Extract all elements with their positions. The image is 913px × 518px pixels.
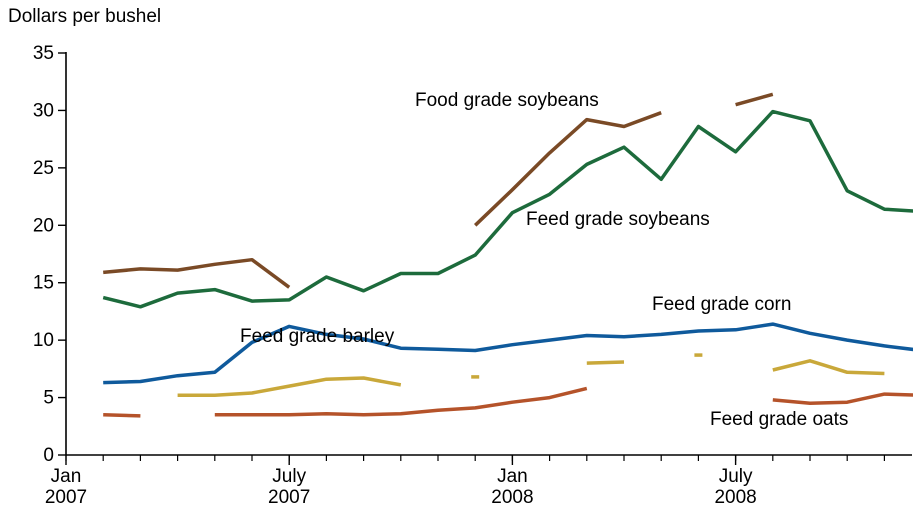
feed-grade-oats-label: Feed grade oats xyxy=(710,409,848,430)
series-labels: Food grade soybeans Feed grade soybeans Fe… xyxy=(240,90,848,430)
y-tick-label: 5 xyxy=(43,388,54,409)
feed-grade-barley-line xyxy=(586,360,625,365)
feed-grade-oats-line xyxy=(214,386,588,417)
axes: 05101520253035Jan2007July2007Jan2008July… xyxy=(33,43,912,508)
feed-grade-soybeans-line xyxy=(102,109,913,309)
x-tick-label: July xyxy=(272,466,306,487)
y-tick-label: 0 xyxy=(43,445,54,466)
y-tick-label: 30 xyxy=(33,100,54,121)
x-tick-label: Jan xyxy=(497,466,528,487)
y-tick-label: 20 xyxy=(33,215,54,236)
food-grade-soybeans-label: Food grade soybeans xyxy=(415,90,599,111)
x-tick-label: Jan xyxy=(51,466,82,487)
feed-grade-soybeans-label: Feed grade soybeans xyxy=(526,209,710,230)
food-grade-soybeans-line xyxy=(473,111,662,227)
feed-grade-oats-line xyxy=(772,392,913,406)
feed-grade-barley-line xyxy=(772,359,885,376)
x-tick-label-year: 2007 xyxy=(45,487,87,508)
x-tick-label: July xyxy=(719,466,753,487)
feed-grade-barley-label: Feed grade barley xyxy=(240,326,395,347)
x-tick-label-year: 2007 xyxy=(268,487,310,508)
y-axis-label: Dollars per bushel xyxy=(8,6,162,27)
food-grade-soybeans-line xyxy=(103,257,291,289)
series-lines xyxy=(102,92,913,418)
feed-grade-corn-line xyxy=(103,322,913,385)
y-tick-label: 10 xyxy=(33,330,54,351)
feed-grade-oats-line xyxy=(103,413,141,418)
feed-grade-barley-line xyxy=(177,376,402,398)
food-grade-soybeans-line xyxy=(735,92,774,107)
feed-grade-corn-label: Feed grade corn xyxy=(652,294,791,315)
y-tick-label: 15 xyxy=(33,273,54,294)
y-tick-label: 25 xyxy=(33,158,54,179)
x-tick-label-year: 2008 xyxy=(714,487,756,508)
x-tick-label-year: 2008 xyxy=(491,487,533,508)
y-tick-label: 35 xyxy=(33,43,54,64)
